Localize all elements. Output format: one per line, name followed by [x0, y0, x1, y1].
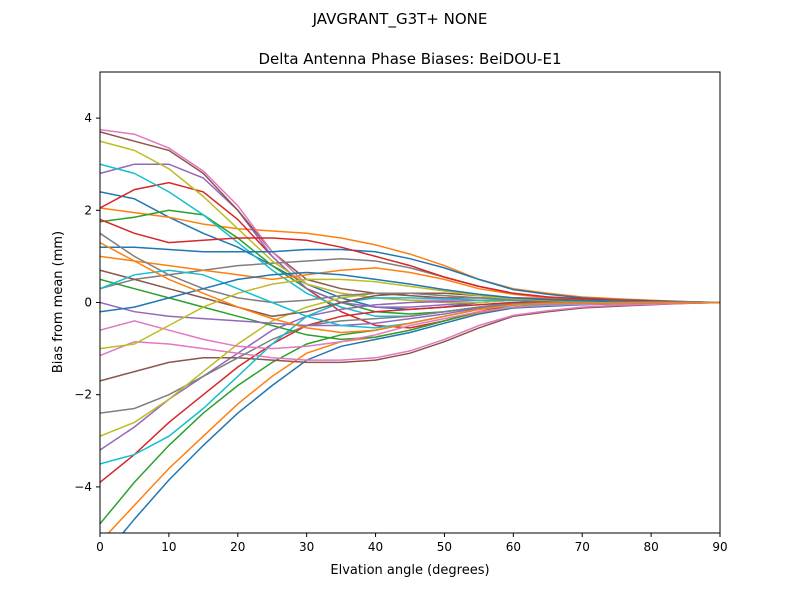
- series-line-12: [100, 301, 720, 525]
- y-tick-label: 2: [84, 203, 92, 217]
- x-tick-label: 0: [96, 540, 104, 554]
- x-axis-label: Elvation angle (degrees): [330, 563, 489, 578]
- series-line-5: [100, 131, 720, 304]
- series-line-14: [100, 298, 720, 451]
- x-axis: 0 10 20 30 40 50 60 70 80 90: [96, 533, 728, 554]
- series-line-10: [121, 301, 720, 533]
- y-axis-label: Bias from mean (mm): [51, 231, 66, 373]
- y-tick-label: −2: [74, 388, 92, 402]
- series-line-6: [100, 128, 720, 304]
- series-lines: [100, 128, 720, 533]
- series-line-1: [100, 207, 720, 304]
- figure-suptitle: JAVGRANT_G3T+ NONE: [312, 10, 488, 29]
- x-tick-label: 40: [368, 540, 383, 554]
- chart-title: Delta Antenna Phase Biases: BeiDOU-E1: [259, 50, 562, 68]
- series-line-23: [100, 218, 720, 304]
- x-tick-label: 80: [643, 540, 658, 554]
- x-tick-label: 90: [712, 540, 727, 554]
- x-tick-label: 60: [506, 540, 521, 554]
- y-tick-label: 0: [84, 296, 92, 310]
- x-tick-label: 10: [161, 540, 176, 554]
- series-line-15: [100, 301, 720, 382]
- series-line-30: [100, 271, 720, 313]
- x-tick-label: 70: [575, 540, 590, 554]
- series-line-20: [100, 246, 720, 304]
- series-line-31: [100, 241, 720, 334]
- x-tick-label: 30: [299, 540, 314, 554]
- y-tick-label: −4: [74, 480, 92, 494]
- x-tick-label: 20: [230, 540, 245, 554]
- y-tick-label: 4: [84, 111, 92, 125]
- y-axis: −4 −2 0 2 4: [74, 111, 100, 494]
- series-line-16: [100, 301, 720, 361]
- x-tick-label: 50: [437, 540, 452, 554]
